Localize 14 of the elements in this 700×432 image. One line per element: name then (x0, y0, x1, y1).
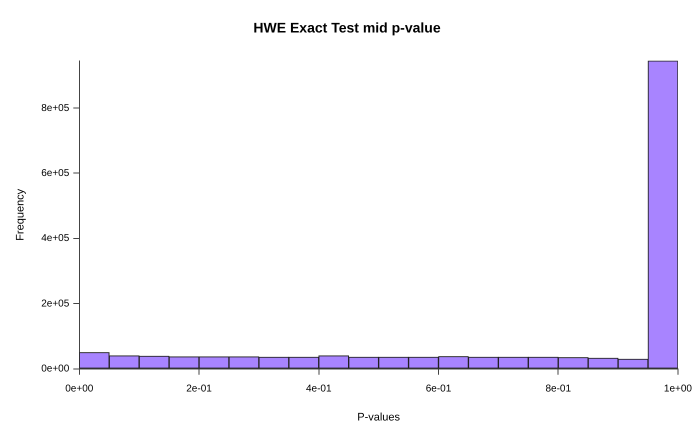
y-tick-label: 0e+00 (41, 364, 70, 375)
x-axis-title: P-values (357, 411, 401, 424)
y-tick-label: 6e+05 (41, 168, 70, 179)
x-tick-label: 1e+00 (664, 384, 692, 395)
y-tick-label: 8e+05 (41, 102, 70, 114)
x-tick-label: 8e-01 (545, 384, 572, 395)
x-tick-label: 4e-01 (306, 384, 332, 395)
x-tick-label: 0e+00 (65, 384, 94, 395)
chart-title: HWE Exact Test mid p-value (253, 19, 441, 36)
x-tick-label: 6e-01 (426, 384, 452, 395)
y-tick-label: 2e+05 (41, 298, 70, 310)
y-axis-title: Frequency (14, 188, 27, 241)
x-tick-label: 2e-01 (186, 384, 212, 395)
y-tick-label: 4e+05 (41, 233, 70, 244)
